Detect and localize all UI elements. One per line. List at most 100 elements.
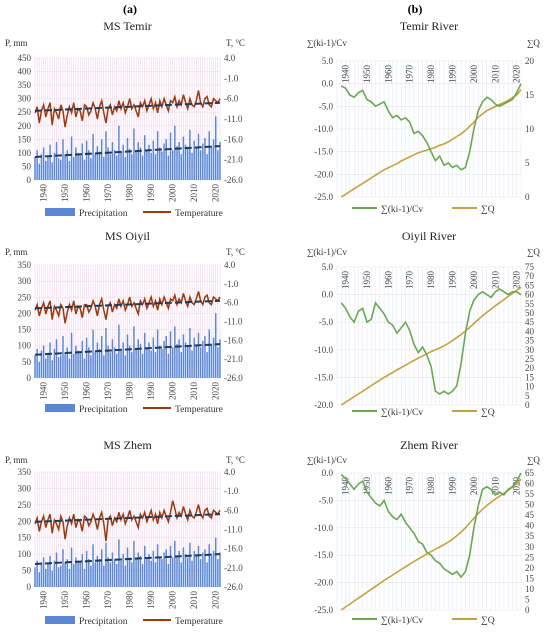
precipitation-bar xyxy=(92,133,94,180)
y2-tick-label: -21.0 xyxy=(224,354,243,364)
precipitation-bar xyxy=(72,353,75,378)
x-tick-label: 2020 xyxy=(211,382,221,401)
precipitation-bar xyxy=(103,355,105,378)
precipitation-bar xyxy=(174,125,176,180)
precipitation-bar xyxy=(212,139,215,180)
precipitation-bar xyxy=(38,163,41,180)
precipitation-bar xyxy=(42,345,45,378)
y2-tick-label: 65 xyxy=(525,468,535,478)
y-tick-label: 250 xyxy=(18,292,32,302)
y2-tick-label: 20 xyxy=(525,56,535,66)
precipitation-bar xyxy=(178,550,180,587)
x-tick-label: 1990 xyxy=(448,65,458,84)
y2-tick-label: -6.0 xyxy=(224,94,239,104)
precipitation-bar xyxy=(70,136,73,180)
legend-label-temperature: Temperature xyxy=(175,617,223,627)
precipitation-bar xyxy=(107,345,109,378)
precipitation-bar xyxy=(60,565,62,587)
precipitation-bar xyxy=(156,131,159,180)
precipitation-bar xyxy=(195,555,198,587)
precipitation-bar xyxy=(197,545,200,587)
y2-tick-label: -21.0 xyxy=(224,155,243,165)
precipitation-bar xyxy=(36,150,38,180)
y2-tick-label: 0 xyxy=(525,192,530,202)
y2-tick-label: 50 xyxy=(525,500,535,510)
legend-swatch-precipitation xyxy=(45,404,75,412)
precipitation-bar xyxy=(202,340,204,378)
precipitation-bar xyxy=(47,564,49,587)
y-tick-label: -20.0 xyxy=(314,578,333,588)
precipitation-bar xyxy=(152,550,155,587)
precipitation-bar xyxy=(161,348,163,378)
precipitation-bar xyxy=(167,564,170,587)
precipitation-bar xyxy=(148,144,150,180)
precipitation-bar xyxy=(100,336,103,378)
precipitation-bar xyxy=(202,143,204,180)
y-tick-label: -20.0 xyxy=(314,169,333,179)
x-tick-label: 2010 xyxy=(490,270,500,289)
y-tick-label: 250 xyxy=(18,500,32,510)
precipitation-bar xyxy=(72,564,75,587)
precipitation-bar xyxy=(210,344,213,378)
y2-axis-label: T, °C xyxy=(226,247,245,257)
precipitation-bar xyxy=(111,339,114,378)
precipitation-bar xyxy=(64,154,66,180)
precipitation-bar xyxy=(178,339,180,378)
y-tick-label: 0 xyxy=(27,175,32,185)
precipitation-bar xyxy=(68,358,71,378)
y-tick-label: 200 xyxy=(18,516,32,526)
precipitation-bar xyxy=(113,150,116,180)
precipitation-bar xyxy=(178,142,180,180)
y-tick-label: 250 xyxy=(18,107,32,117)
x-tick-label: 1990 xyxy=(146,184,156,203)
precipitation-bar xyxy=(115,564,118,587)
precipitation-bar xyxy=(154,562,157,587)
precipitation-bar xyxy=(88,150,90,180)
precipitation-bar xyxy=(139,344,142,378)
y-tick-label: 5.0 xyxy=(322,262,334,272)
x-tick-label: 1940 xyxy=(39,184,49,203)
ki-line xyxy=(340,83,522,171)
y2-tick-label: 75 xyxy=(525,262,535,272)
precipitation-bar xyxy=(100,139,103,180)
y2-tick-label: 60 xyxy=(525,479,535,489)
y2-tick-label: 25 xyxy=(525,552,535,562)
precipitation-bar xyxy=(75,345,77,378)
y2-tick-label: -11.0 xyxy=(224,114,243,124)
precipitation-bar xyxy=(34,156,36,180)
precipitation-bar xyxy=(204,336,206,378)
y-tick-label: 150 xyxy=(18,134,32,144)
precipitation-bar xyxy=(184,342,187,378)
y2-tick-label: 20 xyxy=(525,563,535,573)
y2-tick-label: -11.0 xyxy=(224,317,243,327)
y2-tick-label: -26.0 xyxy=(224,582,243,592)
temperature-trend-line xyxy=(34,299,221,310)
x-tick-label: 1980 xyxy=(125,382,135,401)
y2-tick-label: 5 xyxy=(525,594,530,604)
precipitation-bar xyxy=(70,547,73,587)
y2-tick-label: 10 xyxy=(525,124,535,134)
precipitation-bar xyxy=(186,557,189,587)
precipitation-bar xyxy=(137,142,140,180)
y-tick-label: 150 xyxy=(18,533,32,543)
precipitation-bar xyxy=(186,345,189,378)
precipitation-bar xyxy=(98,151,101,180)
precipitation-bar xyxy=(174,541,176,587)
y-tick-label: 50 xyxy=(22,566,32,576)
precipitation-bar xyxy=(122,554,124,587)
x-tick-label: 2020 xyxy=(211,591,221,610)
y-tick-label: 350 xyxy=(18,467,32,477)
precipitation-bar xyxy=(98,348,101,378)
precipitation-bar xyxy=(206,562,208,587)
precipitation-bar xyxy=(120,350,122,378)
sumq-line xyxy=(340,478,522,611)
y-tick-label: -25.0 xyxy=(314,192,333,202)
x-tick-label: 1990 xyxy=(448,477,458,496)
precipitation-bar xyxy=(55,339,58,378)
precipitation-bar xyxy=(111,142,114,180)
chart-title: Oiyil River xyxy=(402,229,456,243)
precipitation-bar xyxy=(79,155,81,180)
precipitation-bar xyxy=(64,562,66,587)
precipitation-bar xyxy=(94,562,96,587)
precipitation-bar xyxy=(137,552,140,587)
